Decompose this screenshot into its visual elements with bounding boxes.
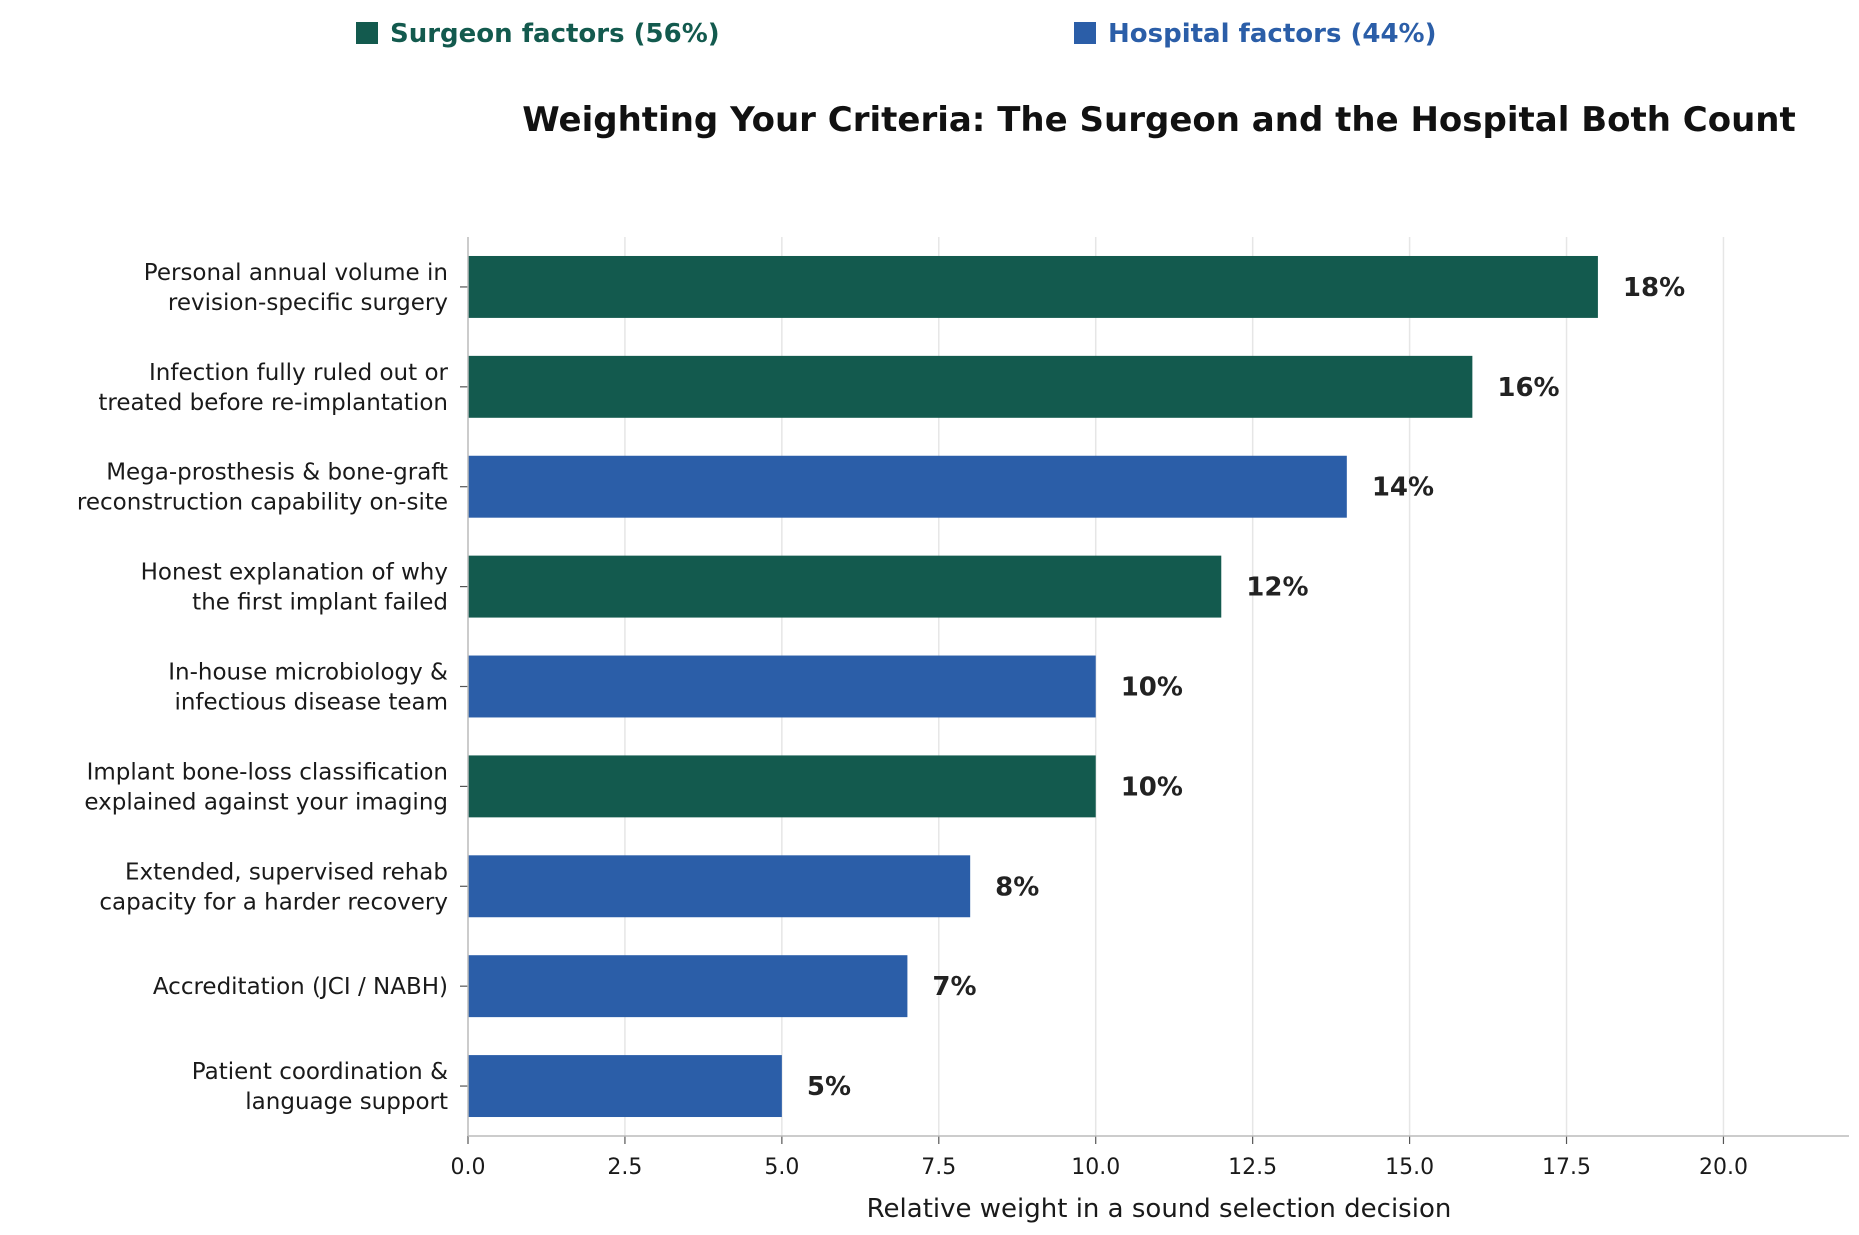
legend-item-hospital: Hospital factors (44%)	[1074, 19, 1436, 49]
legend-swatch-hospital	[1074, 22, 1096, 44]
category-label: Personal annual volume in revision-specif…	[144, 260, 448, 316]
x-axis-label: Relative weight in a sound selection dec…	[867, 1194, 1452, 1224]
category-label: Extended, supervised rehab capacity for a…	[99, 859, 448, 915]
legend-label-surgeon: Surgeon factors (56%)	[390, 19, 720, 49]
x-tick-label: 12.5	[1228, 1155, 1277, 1180]
bar	[468, 355, 1473, 418]
value-label: 18%	[1623, 273, 1685, 303]
category-label: Patient coordination & language support	[192, 1059, 448, 1115]
bar	[468, 555, 1222, 618]
x-tick-label: 15.0	[1385, 1155, 1434, 1180]
x-tick-label: 7.5	[921, 1155, 956, 1180]
x-tick-label: 20.0	[1699, 1155, 1748, 1180]
bar	[468, 655, 1096, 718]
value-label: 16%	[1497, 373, 1559, 403]
value-label: 7%	[932, 972, 976, 1002]
value-label: 10%	[1121, 673, 1183, 703]
value-label: 14%	[1372, 473, 1434, 503]
category-label: Implant bone-loss classification explaine…	[84, 759, 448, 815]
category-label: Infection fully ruled out or treated befo…	[98, 360, 448, 416]
value-label: 10%	[1121, 772, 1183, 802]
legend-item-surgeon: Surgeon factors (56%)	[356, 19, 720, 49]
value-label: 5%	[807, 1072, 851, 1102]
category-label: Accreditation (JCI / NABH)	[153, 974, 448, 1000]
x-tick-label: 17.5	[1542, 1155, 1591, 1180]
bar	[468, 855, 971, 918]
legend-swatch-surgeon	[356, 22, 378, 44]
bar	[468, 255, 1598, 318]
chart-title: Weighting Your Criteria: The Surgeon and…	[522, 100, 1796, 140]
category-labels: Personal annual volume in revision-specif…	[77, 260, 449, 1115]
legend-label-hospital: Hospital factors (44%)	[1108, 19, 1436, 49]
legend: Surgeon factors (56%) Hospital factors (…	[356, 19, 1436, 49]
x-axis-ticks: 0.0 2.5 5.0 7.5 10.0 12.5 15.0 17.5 20.0	[451, 286, 1748, 1180]
value-labels: 18% 16% 14% 12% 10% 10% 8% 7% 5%	[807, 273, 1685, 1102]
bars	[468, 255, 1598, 1118]
bar	[468, 455, 1347, 518]
bar	[468, 955, 908, 1018]
category-label: In-house microbiology & infectious diseas…	[168, 660, 448, 716]
category-label: Mega-prosthesis & bone-graft reconstructi…	[77, 460, 448, 516]
bar	[468, 755, 1096, 818]
x-tick-label: 2.5	[607, 1155, 642, 1180]
value-label: 12%	[1246, 573, 1308, 603]
category-label: Honest explanation of why the first impla…	[141, 560, 448, 616]
bar	[468, 1055, 782, 1118]
x-tick-label: 5.0	[764, 1155, 799, 1180]
x-tick-label: 0.0	[451, 1155, 486, 1180]
value-label: 8%	[995, 872, 1039, 902]
x-tick-label: 10.0	[1071, 1155, 1120, 1180]
